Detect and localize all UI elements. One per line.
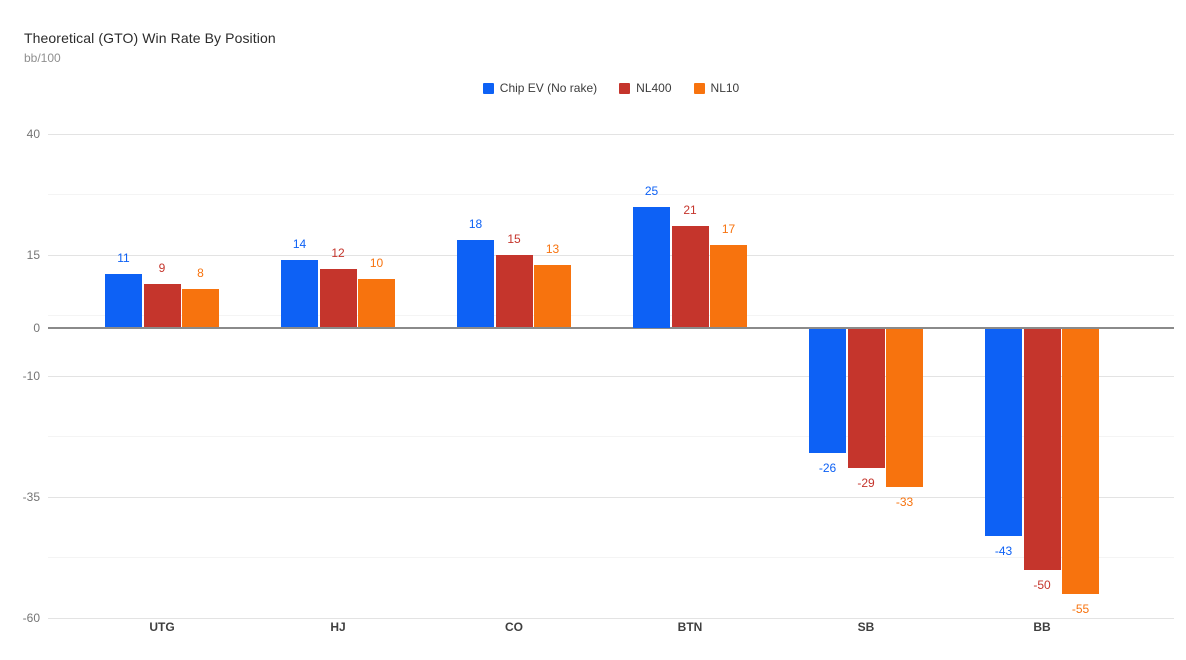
gridline-minor: [48, 436, 1174, 438]
y-tick-label: -35: [22, 489, 40, 504]
bar-sb-series2: [886, 328, 923, 488]
bar-value-label: -26: [818, 461, 837, 476]
gridline-minor: [48, 315, 1174, 317]
y-tick-label: -60: [22, 610, 40, 625]
legend-item-2: NL10: [693, 81, 740, 95]
bar-value-label: 17: [721, 222, 736, 237]
bar-btn-series0: [633, 206, 670, 328]
x-category-label-btn: BTN: [677, 620, 703, 634]
bar-btn-series2: [710, 245, 747, 328]
bar-value-label: 14: [292, 236, 307, 251]
bar-bb-series2: [1062, 328, 1099, 594]
bar-value-label: -43: [994, 543, 1013, 558]
gridline-major: [48, 496, 1174, 498]
bar-value-label: 12: [331, 246, 345, 261]
bar-hj-series1: [319, 269, 357, 328]
bar-hj-series0: [281, 259, 318, 328]
y-tick-label: -10: [22, 368, 40, 383]
bar-utg-series2: [182, 288, 219, 328]
bar-value-label: -33: [895, 495, 914, 510]
legend-swatch: [693, 82, 705, 94]
legend-item-1: NL400: [619, 81, 672, 95]
chart-subtitle: bb/100: [24, 51, 61, 65]
bar-co-series0: [457, 240, 494, 328]
legend-label: Chip EV (No rake): [499, 81, 598, 95]
x-category-label-utg: UTG: [149, 620, 175, 634]
bar-value-label: 9: [158, 260, 166, 275]
bar-value-label: 18: [468, 217, 483, 232]
bar-utg-series1: [143, 283, 181, 328]
bar-sb-series1: [847, 328, 885, 468]
gridline-major: [48, 133, 1174, 135]
gridline-minor: [48, 194, 1174, 196]
gridline-major: [48, 254, 1174, 256]
gridline-major: [48, 617, 1174, 619]
x-category-label-co: CO: [505, 620, 523, 634]
y-tick-label: 15: [26, 247, 40, 262]
legend-item-0: Chip EV (No rake): [482, 81, 598, 95]
bar-btn-series1: [671, 225, 709, 328]
bar-utg-series0: [105, 274, 142, 328]
chart-title: Theoretical (GTO) Win Rate By Position: [24, 30, 276, 46]
x-category-label-bb: BB: [1033, 620, 1051, 634]
bar-value-label: 10: [369, 256, 384, 271]
chart-legend: Chip EV (No rake) NL400 NL10: [48, 80, 1174, 96]
legend-swatch: [482, 82, 494, 94]
y-tick-label: 40: [26, 126, 40, 141]
bar-value-label: 8: [197, 265, 204, 280]
legend-label: NL10: [710, 81, 740, 95]
bar-value-label: -55: [1071, 601, 1090, 616]
bar-value-label: 21: [683, 202, 697, 217]
bar-bb-series0: [985, 328, 1022, 536]
gridline-minor: [48, 557, 1174, 559]
bar-bb-series1: [1023, 328, 1061, 570]
bar-value-label: 25: [644, 183, 659, 198]
legend-label: NL400: [636, 81, 672, 95]
legend-swatch: [619, 82, 631, 94]
bar-value-label: -29: [857, 475, 875, 490]
y-tick-label-zero: 0: [33, 320, 40, 335]
x-category-label-hj: HJ: [330, 620, 346, 634]
zero-axis-line: [48, 326, 1174, 329]
bar-sb-series0: [809, 328, 846, 454]
bar-value-label: 13: [545, 241, 560, 256]
bar-co-series1: [495, 254, 533, 328]
bar-value-label: 11: [117, 251, 130, 266]
bar-co-series2: [534, 264, 571, 328]
x-category-label-sb: SB: [857, 620, 875, 634]
bar-value-label: -50: [1033, 577, 1051, 592]
bar-value-label: 15: [507, 231, 521, 246]
bar-hj-series2: [358, 279, 395, 328]
gridline-major: [48, 375, 1174, 377]
